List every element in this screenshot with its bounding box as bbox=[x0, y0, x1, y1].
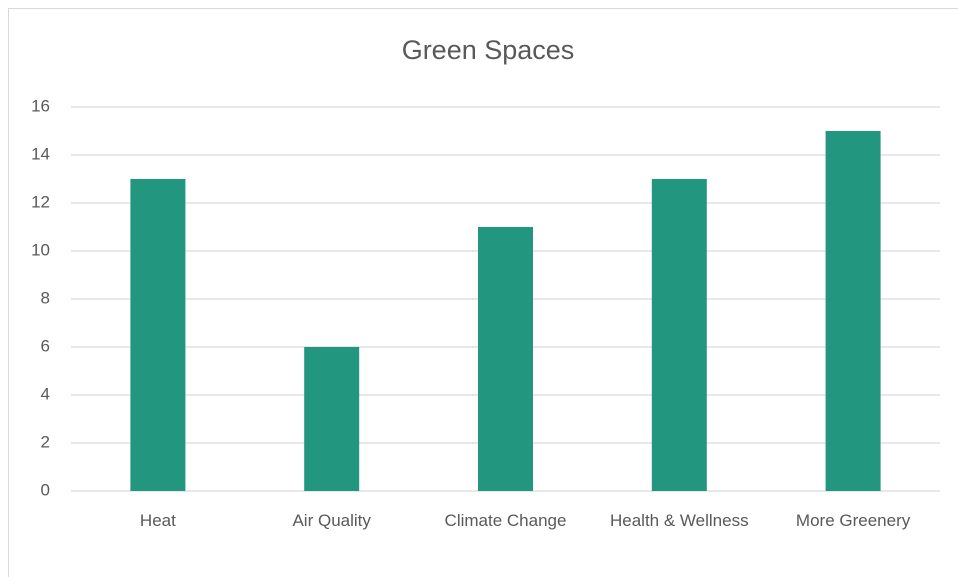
y-tick-label: 4 bbox=[41, 384, 50, 403]
y-tick-label: 14 bbox=[31, 144, 50, 163]
bar bbox=[304, 347, 360, 491]
x-tick-label: Air Quality bbox=[292, 511, 371, 530]
x-tick-label: Climate Change bbox=[444, 511, 567, 530]
y-tick-label: 0 bbox=[41, 480, 50, 499]
bar bbox=[825, 131, 881, 491]
y-tick-label: 16 bbox=[31, 96, 50, 115]
bar bbox=[651, 179, 707, 491]
bar bbox=[478, 227, 533, 491]
y-tick-label: 10 bbox=[31, 240, 50, 259]
x-tick-label: More Greenery bbox=[795, 511, 911, 530]
chart-title: Green Spaces bbox=[402, 35, 575, 65]
x-tick-label: Health & Wellness bbox=[610, 511, 749, 530]
y-tick-label: 8 bbox=[41, 288, 50, 307]
y-tick-label: 12 bbox=[31, 192, 50, 211]
bar bbox=[130, 179, 186, 491]
y-tick-label: 2 bbox=[41, 432, 50, 451]
x-tick-label: Heat bbox=[139, 511, 176, 530]
y-tick-label: 6 bbox=[41, 336, 50, 355]
